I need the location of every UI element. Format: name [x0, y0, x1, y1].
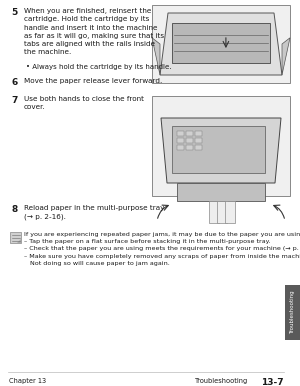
- Bar: [195, 145, 202, 150]
- Text: 6: 6: [11, 78, 17, 87]
- Polygon shape: [161, 118, 281, 183]
- Text: Chapter 13: Chapter 13: [9, 378, 46, 384]
- Text: Reload paper in the multi-purpose tray
(→ p. 2-16).: Reload paper in the multi-purpose tray (…: [24, 205, 164, 220]
- Polygon shape: [160, 13, 282, 75]
- Bar: [152, 5, 290, 83]
- Text: Move the paper release lever forward.: Move the paper release lever forward.: [24, 78, 162, 84]
- Text: 13-7: 13-7: [261, 378, 284, 386]
- Text: When you are finished, reinsert the
cartridge. Hold the cartridge by its
handle : When you are finished, reinsert the cart…: [24, 8, 164, 55]
- Bar: [195, 131, 202, 136]
- Text: • Always hold the cartridge by its handle.: • Always hold the cartridge by its handl…: [26, 64, 172, 70]
- Bar: [177, 138, 184, 143]
- Bar: [186, 131, 193, 136]
- Text: 7: 7: [11, 96, 17, 105]
- Text: 8: 8: [11, 205, 17, 214]
- Bar: [209, 201, 219, 223]
- Bar: [217, 201, 227, 223]
- Bar: [186, 138, 193, 143]
- Bar: [152, 96, 290, 196]
- Text: Use both hands to close the front
cover.: Use both hands to close the front cover.: [24, 96, 144, 110]
- Polygon shape: [17, 239, 21, 243]
- Text: Troubleshooting: Troubleshooting: [290, 291, 295, 334]
- Bar: [195, 138, 202, 143]
- Polygon shape: [152, 38, 160, 75]
- Bar: [172, 23, 270, 63]
- Bar: [177, 145, 184, 150]
- Bar: [285, 285, 300, 340]
- Bar: [172, 126, 265, 173]
- Bar: [10, 232, 21, 243]
- Bar: [177, 183, 265, 201]
- Bar: [177, 131, 184, 136]
- Polygon shape: [282, 38, 290, 75]
- Bar: [225, 201, 235, 223]
- Bar: [186, 145, 193, 150]
- Text: If you are experiencing repeated paper jams, it may be due to the paper you are : If you are experiencing repeated paper j…: [24, 232, 300, 266]
- Text: 5: 5: [11, 8, 17, 17]
- Text: Troubleshooting: Troubleshooting: [195, 378, 248, 384]
